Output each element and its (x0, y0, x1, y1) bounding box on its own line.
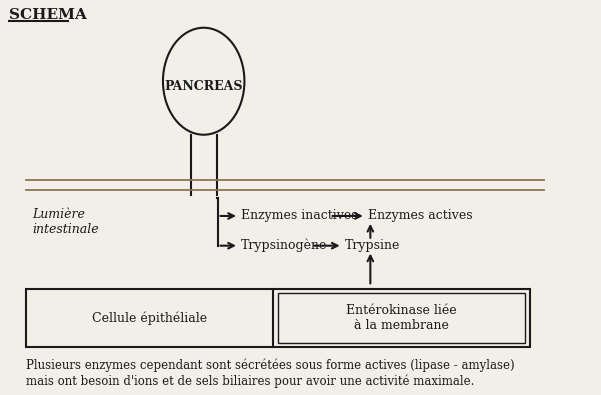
Text: Enzymes inactives: Enzymes inactives (241, 209, 358, 222)
Text: Lumière
intestinale: Lumière intestinale (32, 208, 99, 236)
Bar (278, 293, 525, 343)
Text: Trypsinogène: Trypsinogène (241, 239, 327, 252)
Text: Plusieurs enzymes cependant sont sécrétées sous forme actives (lipase - amylase): Plusieurs enzymes cependant sont sécrété… (26, 359, 514, 388)
Bar (26, 289, 529, 347)
Text: PANCREAS: PANCREAS (165, 80, 243, 93)
Text: SCHEMA: SCHEMA (9, 8, 87, 22)
Text: Trypsine: Trypsine (346, 239, 401, 252)
Text: Enzymes actives: Enzymes actives (368, 209, 473, 222)
Text: Entérokinase liée
à la membrane: Entérokinase liée à la membrane (346, 304, 457, 332)
Text: Cellule épithéliale: Cellule épithéliale (92, 311, 207, 325)
